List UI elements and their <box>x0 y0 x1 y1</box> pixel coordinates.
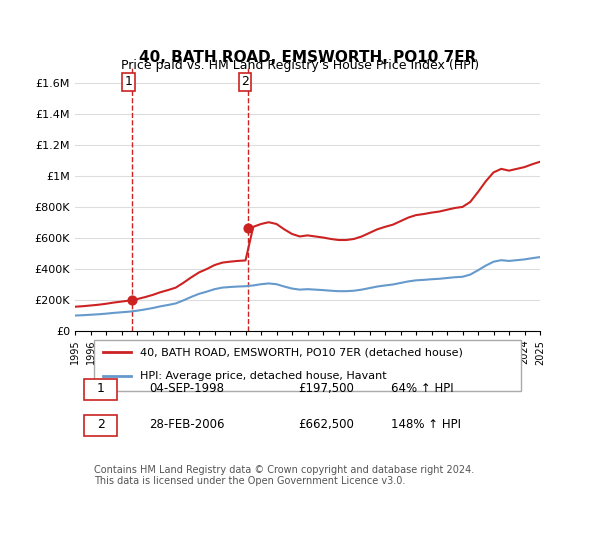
Text: 1: 1 <box>125 75 133 88</box>
FancyBboxPatch shape <box>84 414 117 436</box>
Point <box>127 296 137 305</box>
Text: 28-FEB-2006: 28-FEB-2006 <box>149 418 225 431</box>
Text: 2: 2 <box>97 418 104 431</box>
Text: 40, BATH ROAD, EMSWORTH, PO10 7ER (detached house): 40, BATH ROAD, EMSWORTH, PO10 7ER (detac… <box>140 347 463 357</box>
Text: 04-SEP-1998: 04-SEP-1998 <box>149 382 224 395</box>
FancyBboxPatch shape <box>94 340 521 391</box>
Text: 2: 2 <box>241 75 249 88</box>
Point <box>244 223 253 232</box>
Text: 64% ↑ HPI: 64% ↑ HPI <box>391 382 454 395</box>
Text: £197,500: £197,500 <box>298 382 354 395</box>
FancyBboxPatch shape <box>84 379 117 400</box>
Text: 148% ↑ HPI: 148% ↑ HPI <box>391 418 461 431</box>
Text: £662,500: £662,500 <box>298 418 354 431</box>
Text: Price paid vs. HM Land Registry's House Price Index (HPI): Price paid vs. HM Land Registry's House … <box>121 59 479 72</box>
Text: 1: 1 <box>97 382 104 395</box>
Text: HPI: Average price, detached house, Havant: HPI: Average price, detached house, Hava… <box>140 371 387 381</box>
Title: 40, BATH ROAD, EMSWORTH, PO10 7ER: 40, BATH ROAD, EMSWORTH, PO10 7ER <box>139 50 476 64</box>
Text: Contains HM Land Registry data © Crown copyright and database right 2024.
This d: Contains HM Land Registry data © Crown c… <box>94 465 474 487</box>
